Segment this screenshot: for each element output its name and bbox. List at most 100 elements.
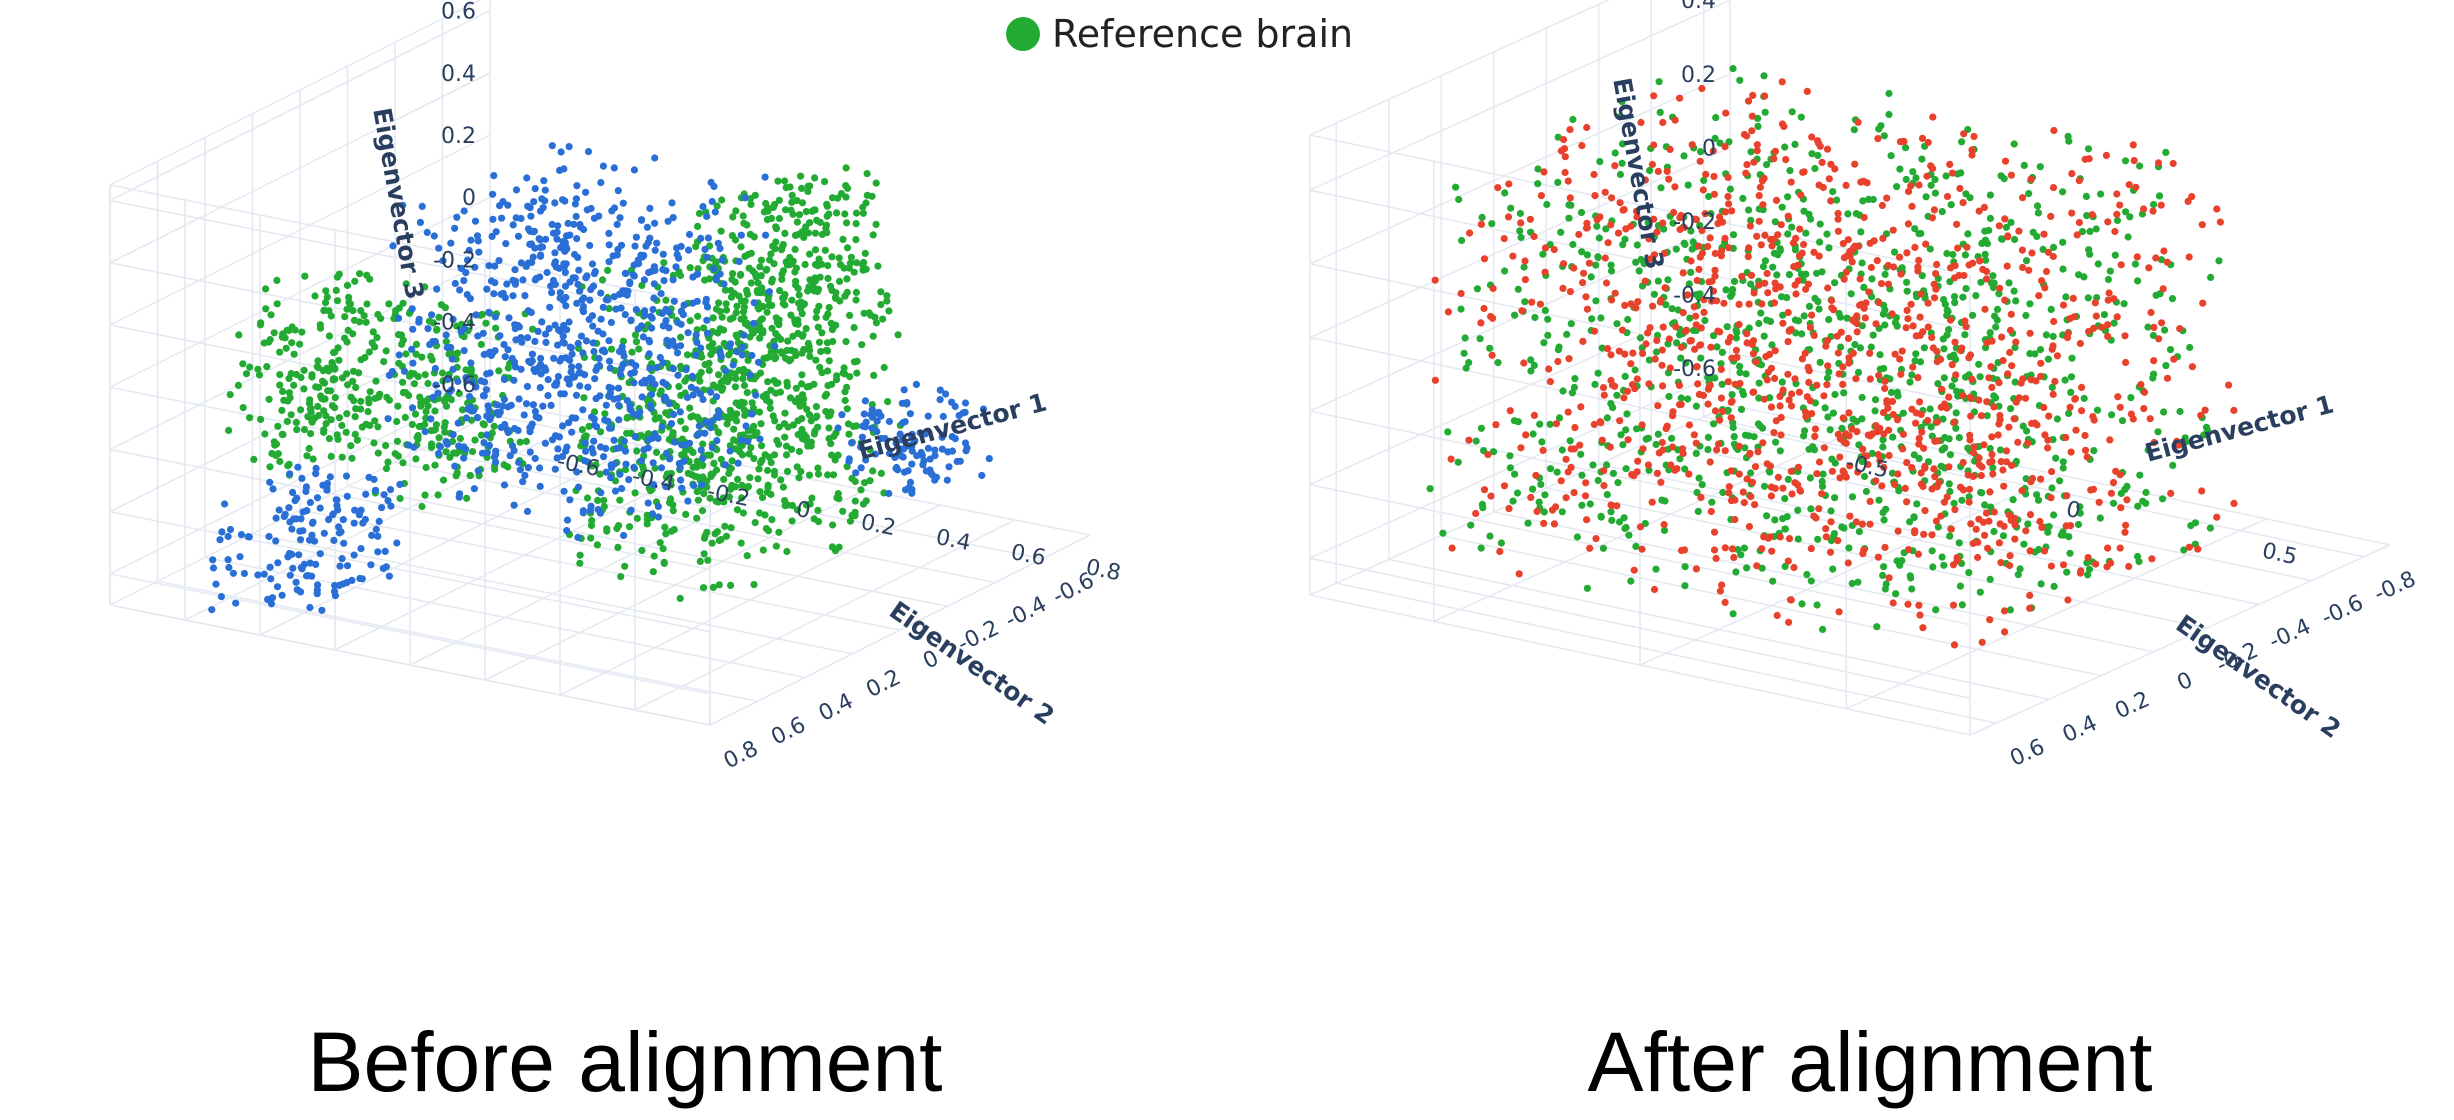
scatter3d-after-alignment[interactable]: -0.500.5-0.8-0.6-0.4-0.200.20.40.6-0.6-0…	[1200, 0, 2454, 1010]
data-point	[802, 325, 810, 333]
data-point	[1738, 272, 1746, 280]
data-point	[1581, 492, 1590, 500]
data-point	[1858, 520, 1866, 528]
data-point	[1866, 497, 1874, 505]
data-point	[585, 422, 593, 430]
data-point	[1774, 473, 1782, 481]
data-point	[1768, 341, 1776, 349]
data-point	[1554, 133, 1562, 141]
data-point	[769, 242, 777, 250]
data-point	[943, 476, 951, 484]
data-point	[512, 186, 521, 194]
data-point	[1916, 398, 1924, 406]
axis-edge	[1969, 544, 2391, 736]
data-point	[646, 401, 655, 409]
data-point	[743, 552, 751, 560]
data-point	[768, 278, 776, 286]
data-point	[536, 243, 544, 252]
data-point	[1721, 143, 1729, 151]
data-point	[689, 448, 697, 456]
data-point	[1677, 354, 1685, 362]
data-point	[1570, 489, 1578, 497]
data-point	[2084, 294, 2092, 302]
data-point	[1808, 311, 1816, 319]
data-point	[1986, 575, 1994, 584]
data-point	[272, 514, 280, 522]
data-point	[1822, 525, 1830, 533]
data-point	[1977, 472, 1985, 480]
data-point	[1815, 458, 1824, 466]
data-point	[1802, 412, 1810, 421]
data-point	[1993, 305, 2002, 313]
data-point	[1770, 249, 1778, 257]
data-point	[694, 270, 702, 278]
data-point	[1965, 485, 1974, 493]
data-point	[1956, 184, 1964, 193]
data-point	[1710, 528, 1719, 536]
data-point	[1748, 127, 1756, 135]
data-point	[480, 439, 488, 447]
data-point	[615, 522, 623, 530]
data-point	[316, 550, 324, 558]
data-point	[1773, 611, 1781, 620]
data-point	[822, 224, 830, 232]
data-point	[288, 339, 296, 347]
data-point	[1604, 239, 1612, 247]
data-point	[2027, 478, 2035, 486]
data-point	[720, 280, 728, 288]
data-point	[2012, 457, 2020, 465]
data-point	[2014, 571, 2022, 579]
data-point	[1787, 325, 1795, 333]
data-point	[1974, 553, 1982, 562]
data-point	[1779, 311, 1787, 319]
data-point	[1736, 362, 1744, 370]
data-point	[793, 506, 802, 514]
data-point	[266, 563, 274, 571]
data-point	[574, 483, 583, 491]
data-point	[777, 348, 785, 356]
data-point	[499, 289, 507, 297]
data-point	[411, 410, 420, 418]
data-point	[1664, 276, 1672, 284]
data-point	[1915, 434, 1923, 442]
data-point	[654, 513, 663, 521]
data-point	[1540, 519, 1548, 528]
data-point	[1870, 237, 1878, 245]
data-point	[440, 423, 448, 431]
chart-before-alignment[interactable]: -0.6 -0.4 -0.2 0 0.2 0.4 0.6 0.8 -0.6 -0.4 -0.2 0 0.…	[0, 0, 1200, 1010]
data-point	[744, 482, 752, 491]
data-point	[1692, 565, 1700, 573]
data-point	[447, 239, 455, 247]
data-point	[1602, 225, 1610, 233]
chart-after-alignment[interactable]: -0.5 0 0.5 -0.8 -0.6 -0.4 -0.2 0 0.2 0.4 0.6 -0.6 -0…	[1200, 0, 2454, 1010]
data-point	[1788, 108, 1796, 116]
data-point	[1616, 199, 1624, 207]
data-point	[557, 148, 565, 156]
data-point	[1743, 475, 1751, 483]
scatter3d-before-alignment[interactable]: -0.6 -0.4 -0.2 0 0.2 0.4 0.6 0.8-0.6-0.4-0.200.…	[0, 0, 1200, 1010]
data-point	[811, 174, 819, 182]
data-point	[477, 377, 485, 385]
data-point	[1544, 315, 1552, 323]
data-point	[1570, 445, 1578, 453]
data-point	[754, 279, 762, 287]
data-point	[1882, 580, 1890, 588]
data-point	[630, 368, 639, 376]
data-point	[1842, 430, 1850, 438]
data-point	[1896, 253, 1904, 261]
grid-line	[1639, 474, 2061, 666]
data-point	[2186, 343, 2194, 352]
data-point	[1968, 146, 1976, 154]
data-point	[1692, 312, 1700, 320]
data-point	[1713, 343, 1721, 351]
data-point	[756, 488, 764, 496]
data-point	[472, 383, 480, 391]
data-point	[693, 457, 701, 465]
data-point	[351, 413, 359, 421]
data-point	[912, 380, 921, 388]
data-point	[725, 469, 733, 478]
data-point	[1758, 545, 1766, 553]
data-point	[1711, 407, 1720, 415]
data-point	[1974, 538, 1982, 546]
data-point	[1966, 431, 1974, 439]
